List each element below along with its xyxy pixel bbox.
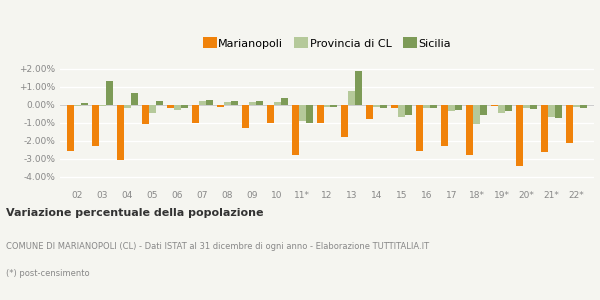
Bar — [466, 105, 473, 155]
Bar — [416, 105, 424, 151]
Bar — [406, 105, 412, 115]
Bar — [498, 105, 505, 113]
Bar — [230, 101, 238, 105]
Bar — [281, 98, 287, 105]
Text: (*) post-censimento: (*) post-censimento — [6, 269, 89, 278]
Bar — [573, 105, 580, 107]
Bar — [248, 102, 256, 105]
Bar — [373, 105, 380, 107]
Bar — [430, 105, 437, 108]
Bar — [441, 105, 448, 146]
Bar — [242, 105, 248, 128]
Legend: Marianopoli, Provincia di CL, Sicilia: Marianopoli, Provincia di CL, Sicilia — [199, 34, 455, 53]
Bar — [349, 91, 355, 105]
Bar — [74, 105, 81, 106]
Bar — [131, 93, 138, 105]
Bar — [67, 105, 74, 151]
Bar — [380, 105, 388, 108]
Bar — [580, 105, 587, 108]
Bar — [217, 105, 224, 107]
Bar — [106, 81, 113, 105]
Bar — [256, 101, 263, 105]
Bar — [548, 105, 555, 117]
Bar — [81, 103, 88, 105]
Bar — [480, 105, 487, 115]
Bar — [323, 105, 331, 107]
Bar — [156, 101, 163, 105]
Bar — [224, 102, 230, 105]
Bar — [292, 105, 299, 155]
Bar — [555, 105, 562, 118]
Bar — [424, 105, 430, 108]
Bar — [516, 105, 523, 166]
Bar — [523, 105, 530, 108]
Bar — [274, 102, 281, 105]
Bar — [299, 105, 305, 121]
Bar — [142, 105, 149, 124]
Bar — [92, 105, 99, 146]
Bar — [455, 105, 462, 110]
Bar — [199, 101, 206, 105]
Bar — [99, 105, 106, 106]
Bar — [192, 105, 199, 123]
Bar — [174, 105, 181, 110]
Bar — [355, 71, 362, 105]
Text: Variazione percentuale della popolazione: Variazione percentuale della popolazione — [6, 208, 263, 218]
Bar — [117, 105, 124, 160]
Bar — [367, 105, 373, 119]
Bar — [149, 105, 156, 113]
Bar — [541, 105, 548, 152]
Text: COMUNE DI MARIANOPOLI (CL) - Dati ISTAT al 31 dicembre di ogni anno - Elaborazio: COMUNE DI MARIANOPOLI (CL) - Dati ISTAT … — [6, 242, 429, 251]
Bar — [317, 105, 323, 123]
Bar — [505, 105, 512, 111]
Bar — [398, 105, 406, 117]
Bar — [530, 105, 537, 109]
Bar — [331, 105, 337, 107]
Bar — [491, 105, 498, 106]
Bar — [266, 105, 274, 123]
Bar — [391, 105, 398, 108]
Bar — [473, 105, 480, 124]
Bar — [341, 105, 349, 137]
Bar — [124, 105, 131, 108]
Bar — [206, 100, 213, 105]
Bar — [167, 105, 174, 108]
Bar — [566, 105, 573, 143]
Bar — [305, 105, 313, 123]
Bar — [448, 105, 455, 111]
Bar — [181, 105, 188, 108]
